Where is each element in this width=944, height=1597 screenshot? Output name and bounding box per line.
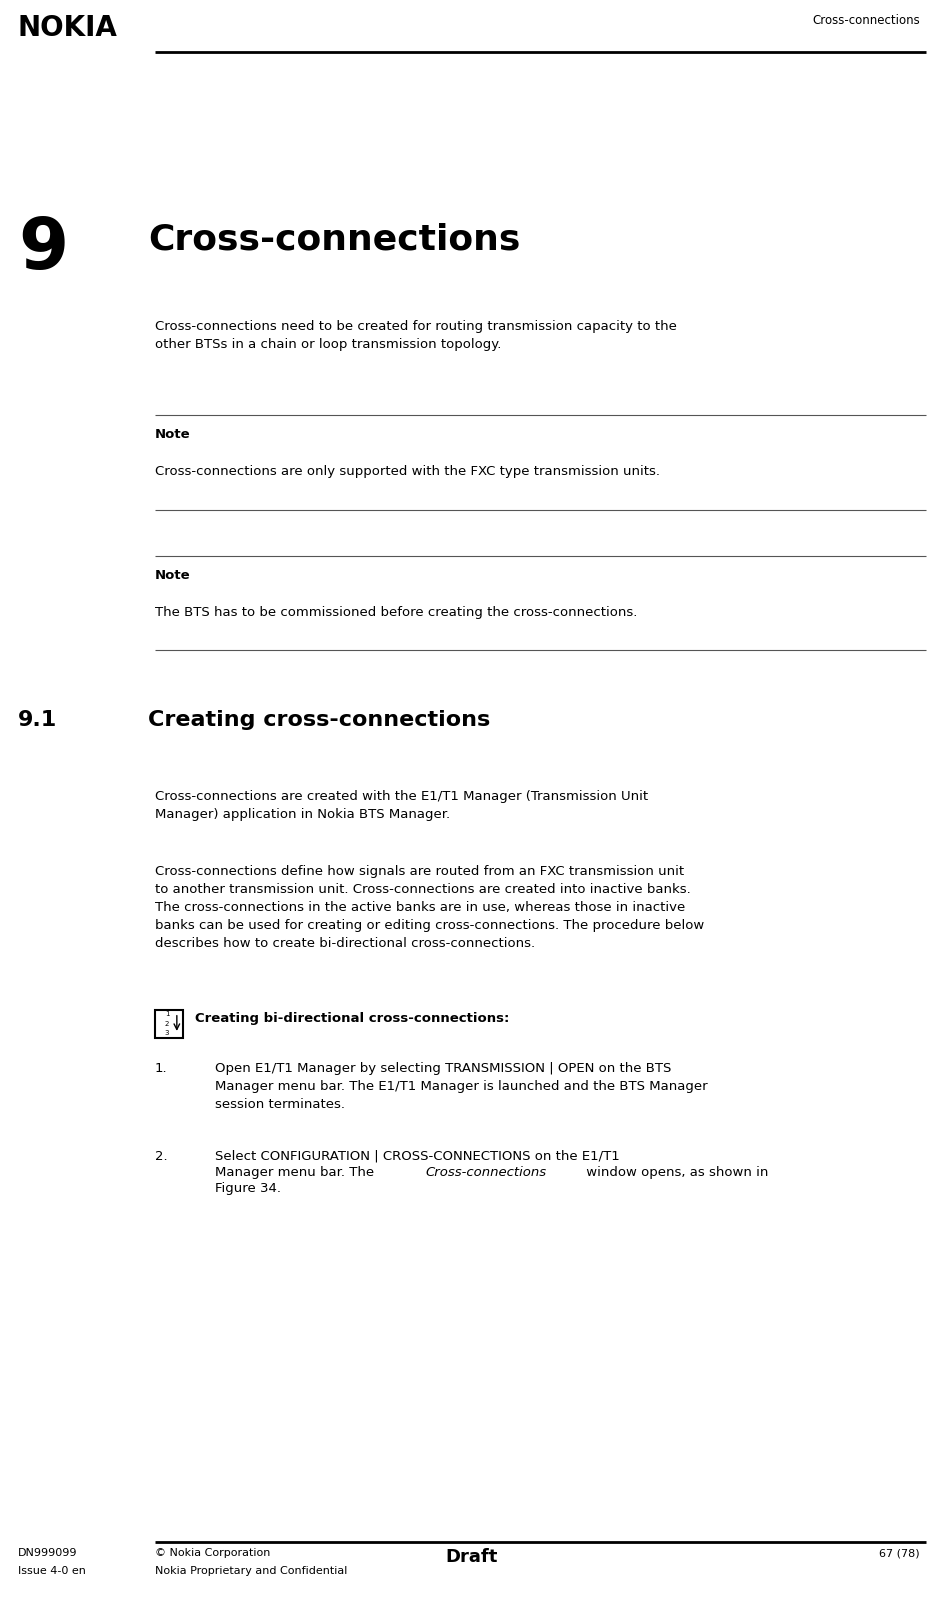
Text: 9: 9	[18, 216, 68, 284]
Text: 3: 3	[165, 1030, 169, 1036]
Text: Cross-connections are created with the E1/T1 Manager (Transmission Unit
Manager): Cross-connections are created with the E…	[155, 791, 649, 821]
Text: Nokia Proprietary and Confidential: Nokia Proprietary and Confidential	[155, 1567, 347, 1576]
Bar	[155, 1009, 183, 1038]
Text: 2.: 2.	[155, 1150, 168, 1163]
Text: Manager menu bar. The: Manager menu bar. The	[215, 1166, 379, 1179]
Text: Cross-connections need to be created for routing transmission capacity to the
ot: Cross-connections need to be created for…	[155, 319, 677, 351]
Text: Note: Note	[155, 428, 191, 441]
Text: Cross-connections are only supported with the FXC type transmission units.: Cross-connections are only supported wit…	[155, 465, 660, 478]
Text: Issue 4-0 en: Issue 4-0 en	[18, 1567, 86, 1576]
Text: NOKIA: NOKIA	[18, 14, 118, 42]
Text: 1.: 1.	[155, 1062, 168, 1075]
Text: 9.1: 9.1	[18, 711, 58, 730]
Text: Open E1/T1 Manager by selecting TRANSMISSION | OPEN on the BTS
Manager menu bar.: Open E1/T1 Manager by selecting TRANSMIS…	[215, 1062, 708, 1112]
Text: Cross-connections: Cross-connections	[426, 1166, 547, 1179]
Text: Cross-connections: Cross-connections	[812, 14, 920, 27]
Text: Cross-connections define how signals are routed from an FXC transmission unit
to: Cross-connections define how signals are…	[155, 866, 704, 950]
Text: Creating cross-connections: Creating cross-connections	[148, 711, 490, 730]
Text: Figure 34.: Figure 34.	[215, 1182, 281, 1195]
Text: 67 (78): 67 (78)	[880, 1547, 920, 1559]
Text: Cross-connections: Cross-connections	[148, 222, 520, 256]
Text: Creating bi-directional cross-connections:: Creating bi-directional cross-connection…	[195, 1012, 510, 1025]
Text: The BTS has to be commissioned before creating the cross-connections.: The BTS has to be commissioned before cr…	[155, 605, 637, 620]
Text: 2: 2	[165, 1020, 169, 1027]
Text: 1: 1	[165, 1011, 169, 1017]
Text: Draft: Draft	[446, 1547, 498, 1567]
Text: Note: Note	[155, 569, 191, 581]
Text: DN999099: DN999099	[18, 1547, 77, 1559]
Text: window opens, as shown in: window opens, as shown in	[582, 1166, 768, 1179]
Text: © Nokia Corporation: © Nokia Corporation	[155, 1547, 270, 1559]
Text: Select CONFIGURATION | CROSS-CONNECTIONS on the E1/T1: Select CONFIGURATION | CROSS-CONNECTIONS…	[215, 1150, 620, 1163]
